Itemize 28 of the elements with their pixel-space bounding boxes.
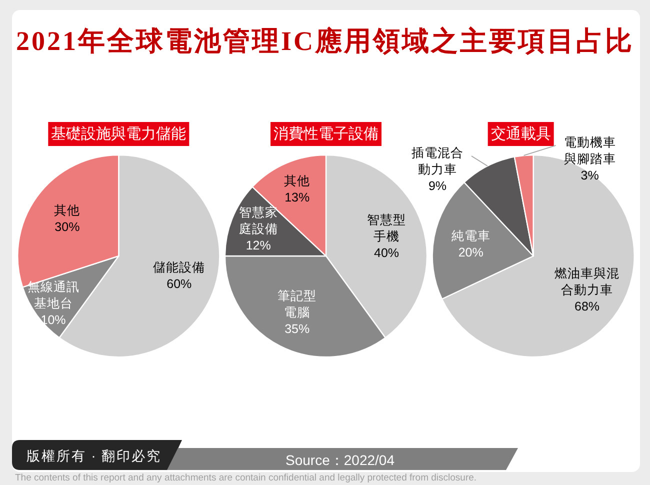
data-label: 12% <box>246 238 271 253</box>
data-label: 40% <box>374 246 400 260</box>
text: The contents of this report and any attachments are contain confidential and legally protected from disclosure. <box>15 472 477 484</box>
slice-label: 其他 <box>284 174 310 188</box>
source-note: Source：2022/04 <box>286 452 395 468</box>
slice-label: 電動機車與腳踏車 <box>564 135 616 166</box>
slice-label: 純電車 <box>451 228 490 243</box>
data-label: 60% <box>166 276 192 291</box>
chart-title: 交通載具 <box>490 126 551 142</box>
data-label: 3% <box>580 168 599 182</box>
data-label: 68% <box>574 300 600 314</box>
text: 版權所有 · 翻印必究 <box>26 448 162 464</box>
data-label: 35% <box>284 322 310 336</box>
chart-title: 基礎設施與電力儲能 <box>51 126 186 142</box>
chart-title: 消費性電子設備 <box>274 126 378 142</box>
slice-label: 智慧型手機 <box>367 212 406 244</box>
slice-label: 燃油車與混合動力車 <box>554 266 620 298</box>
data-label: 20% <box>458 245 484 260</box>
slice-label: 插電混合動力車 <box>411 146 464 177</box>
slice-label: 筆記型電腦 <box>278 289 317 320</box>
data-label: 13% <box>284 190 310 205</box>
data-label: 10% <box>40 312 66 327</box>
slice-label: 智慧家庭設備 <box>238 204 278 236</box>
data-label: 9% <box>428 179 447 194</box>
slice-label: 其他 <box>54 203 80 218</box>
text: 2021年全球電池管理IC應用領域之主要項目占比 <box>16 26 634 56</box>
data-label: 30% <box>54 220 80 234</box>
slice-label: 儲能設備 <box>153 260 206 274</box>
